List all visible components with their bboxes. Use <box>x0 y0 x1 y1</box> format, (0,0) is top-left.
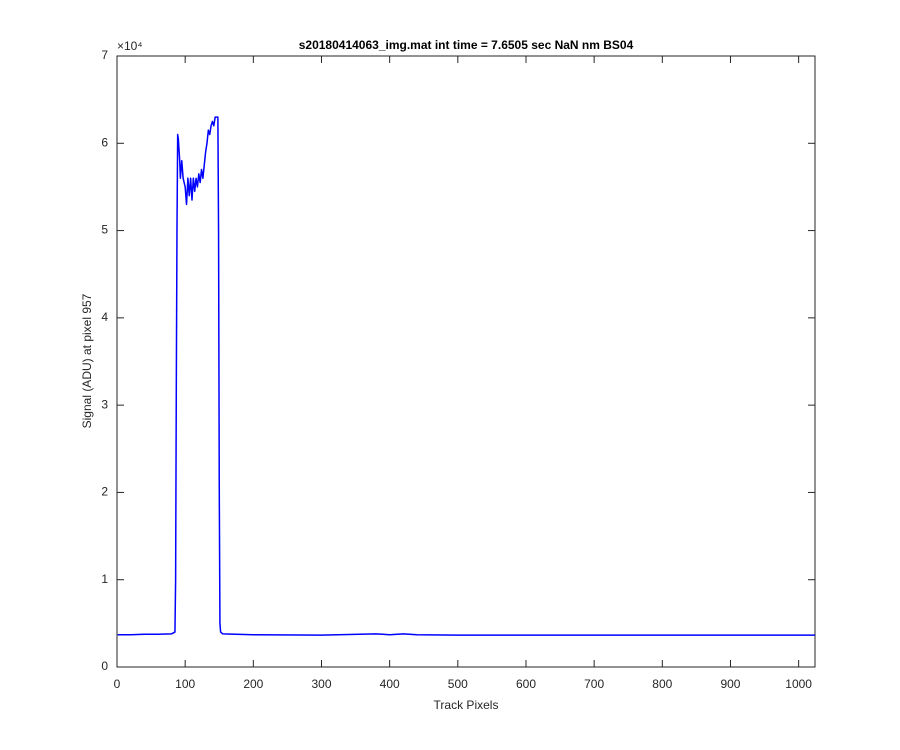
x-tick-label: 400 <box>380 677 400 691</box>
y-tick-label: 0 <box>101 659 108 673</box>
x-tick-label: 900 <box>720 677 740 691</box>
y-tick-label: 3 <box>101 397 108 411</box>
x-tick-label: 300 <box>311 677 331 691</box>
x-tick-label: 0 <box>114 677 121 691</box>
y-axis-label: Signal (ADU) at pixel 957 <box>80 293 94 428</box>
x-tick-label: 200 <box>243 677 263 691</box>
chart-title: s20180414063_img.mat int time = 7.6505 s… <box>299 38 634 52</box>
y-tick-label: 7 <box>101 48 108 62</box>
y-tick-label: 6 <box>101 135 108 149</box>
y-tick-label: 2 <box>101 485 108 499</box>
y-tick-label: 1 <box>101 572 108 586</box>
y-tick-label: 4 <box>101 310 108 324</box>
y-tick-label: 5 <box>101 223 108 237</box>
x-tick-label: 1000 <box>785 677 812 691</box>
x-tick-label: 800 <box>652 677 672 691</box>
x-tick-label: 600 <box>516 677 536 691</box>
data-line <box>117 116 815 636</box>
x-tick-label: 100 <box>175 677 195 691</box>
x-axis-label: Track Pixels <box>434 698 499 712</box>
x-tick-label: 700 <box>584 677 604 691</box>
plot-area <box>116 55 816 668</box>
x-tick-label: 500 <box>448 677 468 691</box>
y-exponent-label: ×10⁴ <box>117 39 143 53</box>
